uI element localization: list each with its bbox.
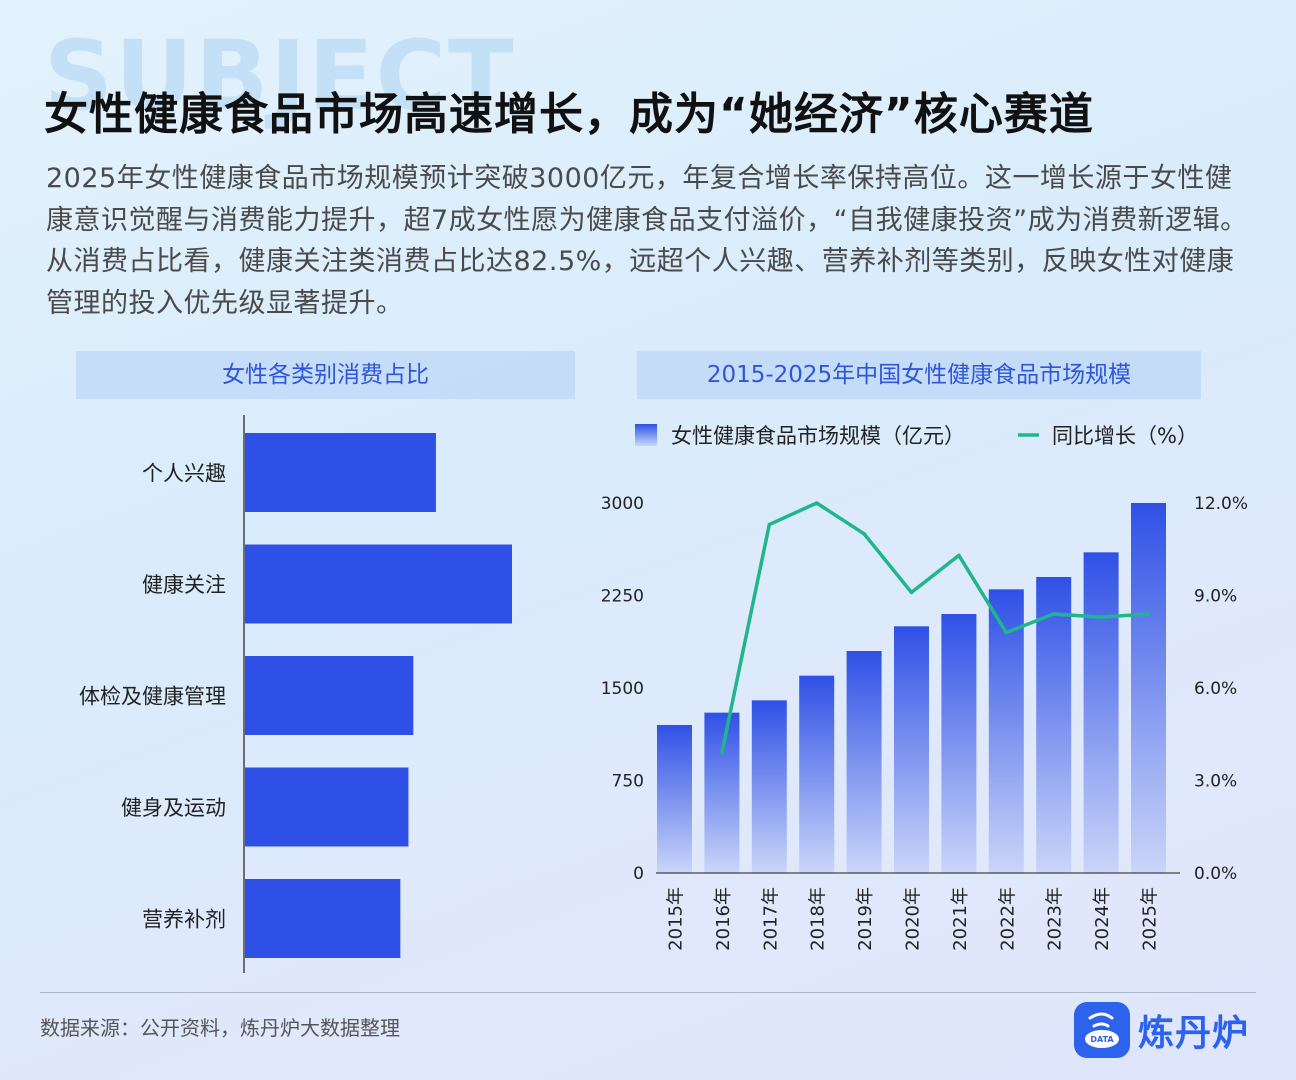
y-left-tick-label: 1500 (601, 679, 644, 699)
market-bar-2017年 (751, 700, 787, 873)
y-left-tick-label: 750 (612, 772, 644, 792)
x-tick-label: 2025年 (1140, 887, 1161, 951)
legend-bar-swatch (635, 424, 657, 446)
bar-1 (245, 433, 436, 512)
growth-point-2023年 (1051, 612, 1056, 616)
y-right-tick-label: 9.0% (1194, 587, 1237, 607)
page-title: 女性健康食品市场高速增长，成为“她经济”核心赛道 (44, 89, 1094, 140)
growth-point-2017年 (767, 522, 772, 527)
logo-badge-text: DATA (1090, 1035, 1114, 1044)
growth-point-2016年 (720, 750, 724, 755)
growth-point-2024年 (1099, 615, 1103, 619)
brand-logo: DATA 炼丹炉 (1074, 1000, 1264, 1062)
watermark-text: SUBJECT (44, 20, 516, 132)
x-tick-label: 2022年 (997, 887, 1018, 951)
category-label: 营养补剂 (142, 908, 226, 932)
x-tick-label: 2021年 (950, 887, 971, 951)
footer-divider (40, 992, 1256, 993)
logo-badge-icon: DATA (1074, 1002, 1130, 1058)
bar-2 (245, 544, 512, 624)
y-right-tick-label: 3.0% (1194, 772, 1237, 792)
right-chart-title: 2015-2025年中国女性健康食品市场规模 (637, 351, 1201, 399)
market-bar-2018年 (799, 675, 835, 873)
growth-rate-line (720, 501, 1149, 754)
growth-point-2025年 (1146, 612, 1151, 616)
category-label: 体检及健康管理 (79, 685, 226, 709)
legend-bar-label: 女性健康食品市场规模（亿元） (671, 424, 965, 448)
y-left-tick-label: 0 (633, 864, 644, 884)
logo-text: 炼丹炉 (1138, 1013, 1250, 1054)
y-right-tick-label: 12.0% (1194, 494, 1248, 514)
market-size-combo-chart: 女性健康食品市场规模（亿元） 同比增长（%） 0 750 1500 2250 3000 0.0… (601, 424, 1248, 951)
bar-3 (245, 656, 414, 735)
growth-point-2018年 (814, 501, 819, 505)
y-left-tick-label: 2250 (601, 587, 644, 607)
market-bar-2019年 (846, 651, 882, 873)
x-tick-label: 2017年 (760, 887, 781, 951)
bar-5 (245, 879, 401, 958)
bar-4 (245, 767, 409, 847)
y-right-tick-label: 6.0% (1194, 679, 1237, 699)
y-right-tick-label: 0.0% (1194, 864, 1237, 884)
category-label: 健康关注 (142, 573, 226, 597)
growth-point-2020年 (909, 590, 914, 595)
category-label: 健身及运动 (121, 796, 226, 820)
market-bar-2023年 (1036, 577, 1072, 873)
x-tick-label: 2024年 (1092, 887, 1113, 951)
market-bar-2016年 (704, 712, 740, 873)
description-paragraph: 2025年女性健康食品市场规模预计突破3000亿元，年复合增长率保持高位。这一增… (46, 163, 1248, 319)
growth-point-2022年 (1004, 630, 1009, 635)
x-tick-label: 2016年 (713, 887, 734, 951)
growth-point-2021年 (957, 553, 961, 558)
market-bar-2020年 (894, 626, 929, 873)
market-bar-2015年 (657, 725, 692, 873)
left-chart-title: 女性各类别消费占比 (76, 351, 575, 399)
x-tick-label: 2018年 (808, 887, 829, 951)
market-bar-2022年 (988, 589, 1024, 873)
legend-line-label: 同比增长（%） (1052, 424, 1198, 448)
growth-point-2019年 (862, 532, 866, 536)
x-tick-label: 2019年 (855, 887, 876, 951)
market-bar-2024年 (1083, 552, 1119, 873)
y-left-tick-label: 3000 (601, 494, 644, 514)
x-tick-label: 2020年 (903, 887, 924, 951)
market-bar-2025年 (1131, 503, 1166, 873)
category-label: 个人兴趣 (142, 462, 226, 486)
x-tick-label: 2023年 (1045, 887, 1066, 951)
data-source-note: 数据来源：公开资料，炼丹炉大数据整理 (40, 1016, 400, 1040)
x-tick-label: 2015年 (666, 887, 687, 951)
market-bar-2021年 (941, 614, 977, 873)
